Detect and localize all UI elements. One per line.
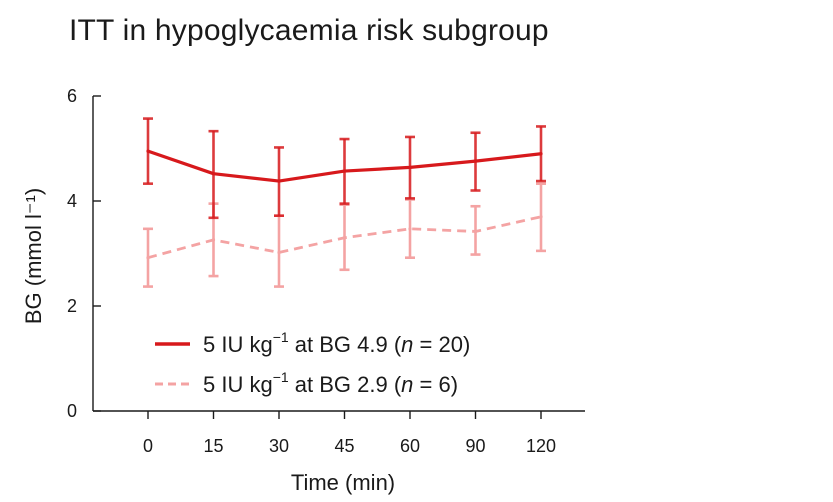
legend: 5 IU kg−1 at BG 4.9 (n = 20) 5 IU kg−1 at… [155, 329, 470, 397]
data-point [211, 238, 216, 242]
y-tick-label: 2 [67, 296, 77, 316]
series-layer [143, 117, 546, 288]
data-point [408, 227, 412, 231]
data-point [408, 165, 412, 169]
y-tick-label: 0 [67, 401, 77, 421]
x-axis-label: Time (min) [291, 470, 395, 495]
chart-title: ITT in hypoglycaemia risk subgroup [69, 14, 549, 47]
data-point [146, 149, 150, 153]
x-tick-label: 0 [143, 436, 153, 456]
x-tick-label: 15 [203, 436, 223, 456]
data-point [473, 229, 478, 234]
x-tick-label: 45 [334, 436, 354, 456]
series-solid [143, 117, 546, 220]
data-point [342, 169, 347, 173]
x-tick-label: 120 [526, 436, 556, 456]
x-tick-label: 30 [269, 436, 289, 456]
data-point [211, 172, 216, 176]
data-point [539, 152, 543, 156]
data-point [539, 215, 543, 219]
data-point [146, 256, 150, 260]
y-tick-label: 4 [67, 191, 77, 211]
data-point [277, 250, 281, 255]
y-tick-label: 6 [67, 86, 77, 106]
y-axis-label: BG (mmol l⁻¹) [21, 188, 46, 324]
x-tick-label: 90 [465, 436, 485, 456]
data-point [342, 236, 347, 240]
data-point [473, 159, 478, 163]
series-dashed [143, 182, 546, 288]
x-tick-label: 60 [400, 436, 420, 456]
data-point [277, 179, 281, 183]
legend-label: 5 IU kg−1 at BG 2.9 (n = 6) [203, 369, 458, 397]
legend-label: 5 IU kg−1 at BG 4.9 (n = 20) [203, 329, 470, 357]
